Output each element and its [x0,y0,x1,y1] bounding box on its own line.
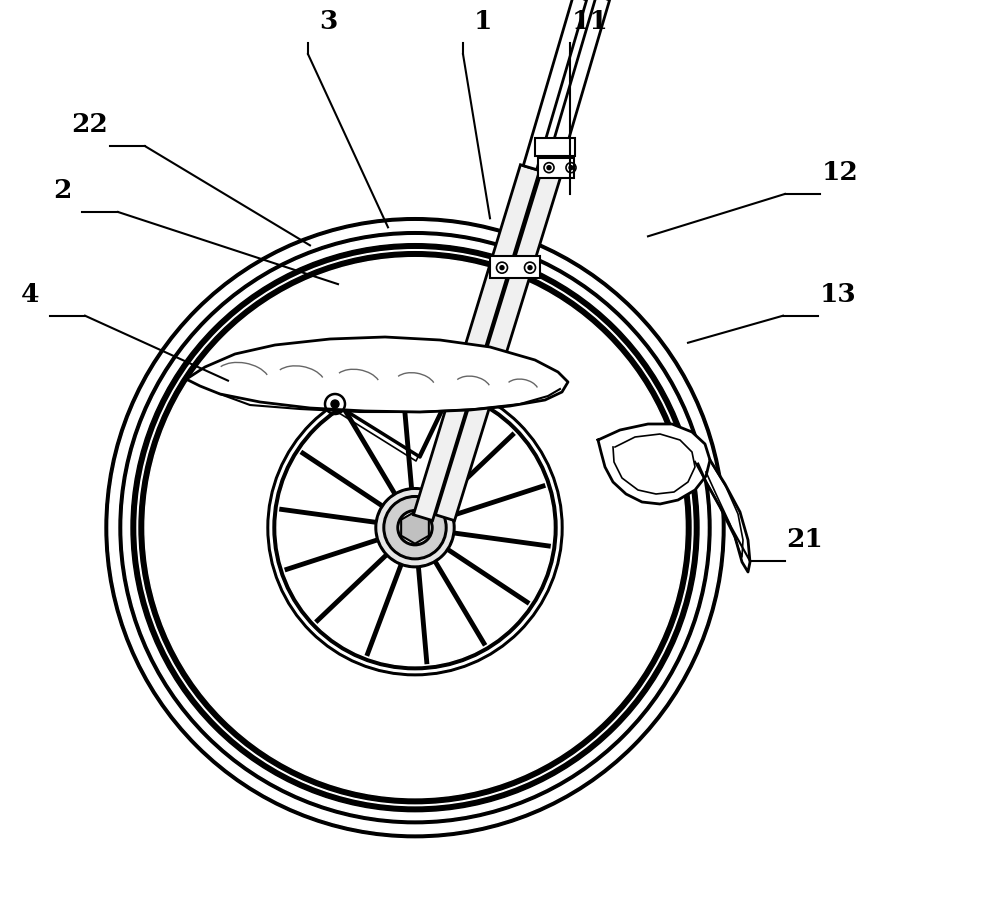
Circle shape [267,380,563,676]
Bar [538,158,574,178]
Polygon shape [401,511,429,544]
Circle shape [378,491,452,565]
Circle shape [273,386,557,669]
Circle shape [397,510,433,546]
Circle shape [131,244,699,812]
Circle shape [569,166,573,170]
Polygon shape [413,165,540,520]
Circle shape [145,258,685,797]
Circle shape [400,512,430,543]
Circle shape [270,382,560,673]
Circle shape [105,217,725,838]
Text: 11: 11 [572,9,608,34]
Circle shape [123,235,707,820]
Text: 1: 1 [474,9,492,34]
Circle shape [137,250,693,805]
Text: 4: 4 [21,281,39,307]
Polygon shape [185,337,568,412]
Polygon shape [546,0,610,170]
Circle shape [139,252,691,804]
Bar [535,138,575,156]
Circle shape [500,266,504,270]
Polygon shape [598,424,710,504]
Text: 2: 2 [53,178,71,203]
Circle shape [547,166,551,170]
Circle shape [375,488,455,567]
Text: 12: 12 [822,160,858,185]
Circle shape [119,232,711,824]
Text: 3: 3 [319,9,337,34]
Text: 22: 22 [72,112,108,137]
Circle shape [528,266,532,270]
Circle shape [109,222,721,833]
Text: 21: 21 [787,527,823,552]
Bar [490,255,540,278]
Circle shape [277,390,553,666]
Circle shape [383,496,447,559]
Text: 13: 13 [820,281,856,307]
Circle shape [386,499,444,557]
Polygon shape [698,460,750,572]
Circle shape [331,400,339,408]
Polygon shape [435,165,563,520]
Polygon shape [523,0,587,170]
